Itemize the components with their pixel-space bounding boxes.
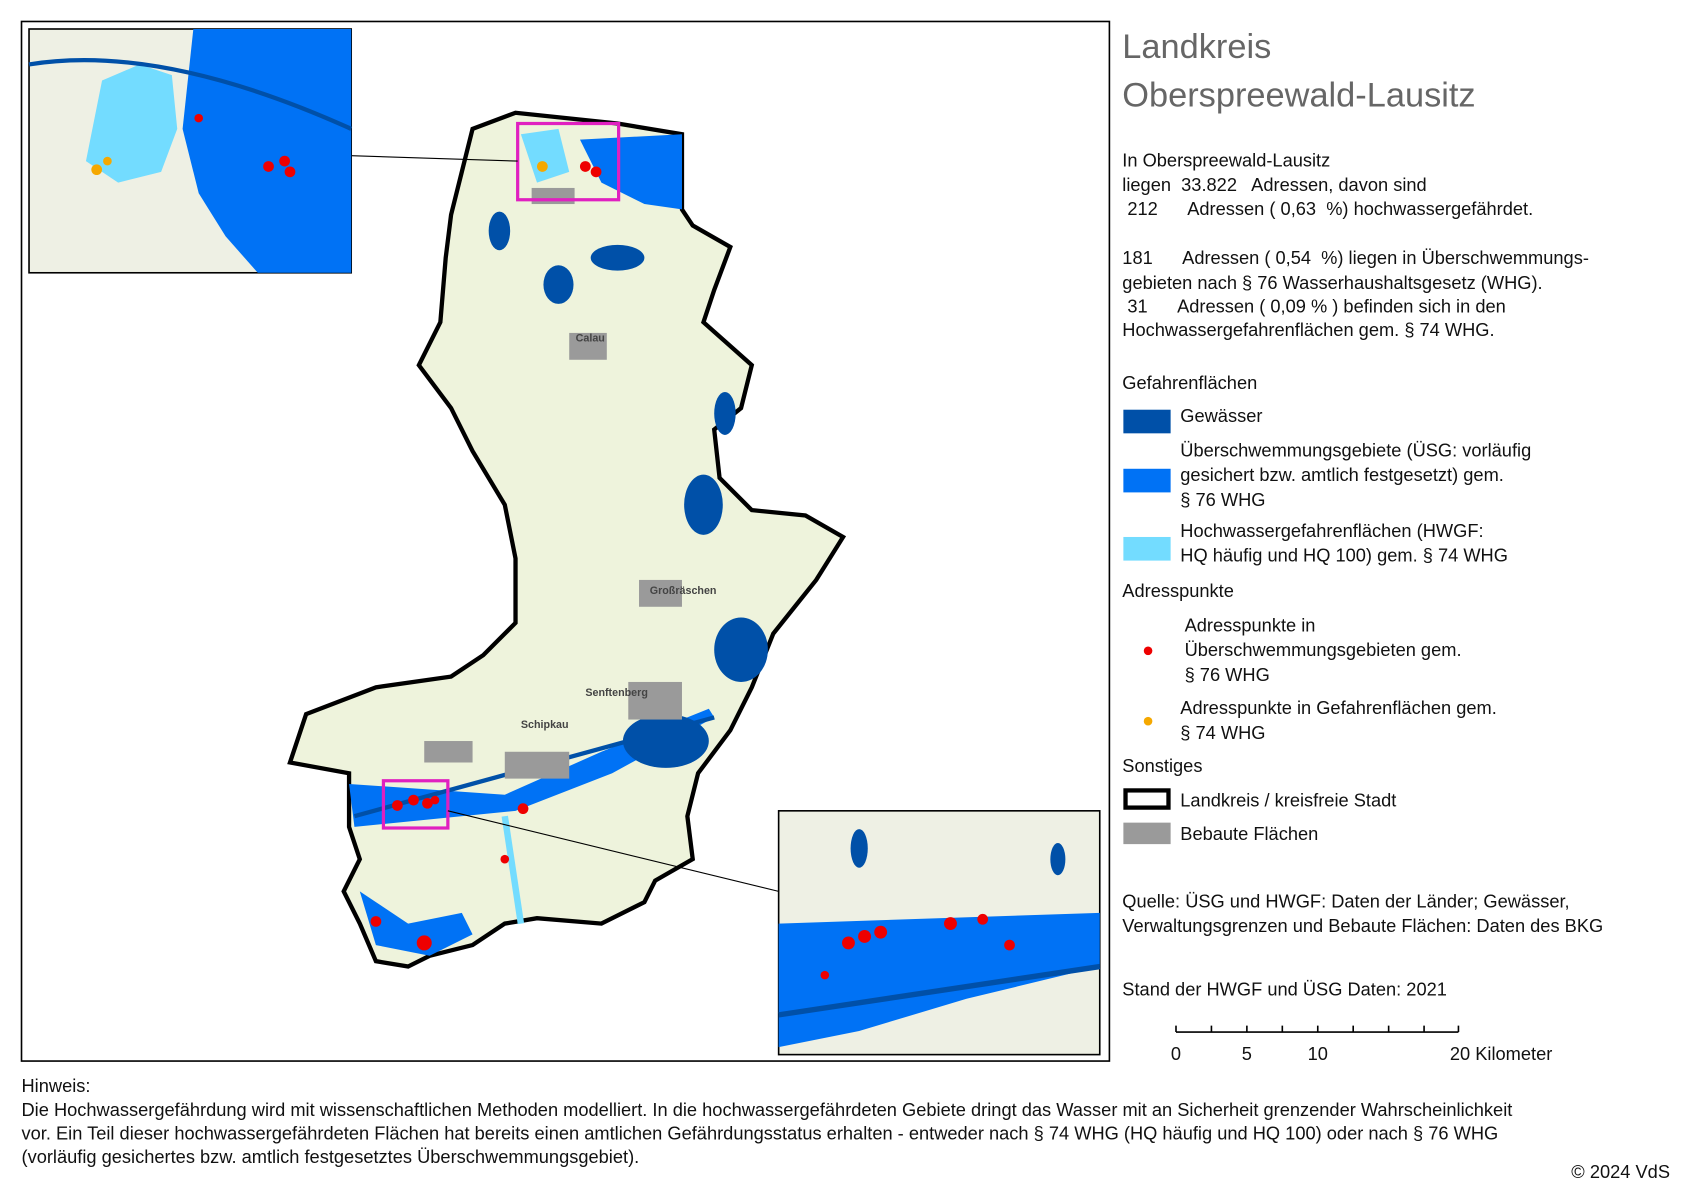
note-line: (vorläufig gesichertes bzw. amtlich fest…: [22, 1146, 640, 1167]
copyright: © 2024 VdS: [1571, 1161, 1670, 1182]
legend-label: gesichert bzw. amtlich festgesetzt) gem.: [1180, 464, 1504, 485]
inset-south: [777, 810, 1101, 1056]
lake: [622, 714, 709, 768]
flood-area: [349, 708, 715, 827]
legend-label: Überschwemmungsgebiete (ÜSG: vorläufig: [1180, 439, 1531, 460]
summary-line: In Oberspreewald-Lausitz: [1122, 149, 1330, 170]
legend-label: Adresspunkte in Gefahrenflächen gem.: [1180, 697, 1497, 718]
lake: [684, 474, 723, 535]
lake: [543, 265, 574, 304]
place-label: Senftenberg: [585, 687, 648, 699]
summary-line: gebieten nach § 76 Wasserhaushaltsgesetz…: [1122, 272, 1542, 293]
legend-heading: Sonstiges: [1122, 755, 1202, 776]
built-area: [639, 579, 682, 607]
summary: In Oberspreewald-Lausitz liegen 33.822 Ad…: [1122, 149, 1589, 340]
scale-label: 0: [1171, 1043, 1181, 1064]
note-heading: Hinweis:: [22, 1075, 91, 1096]
lake: [714, 391, 736, 435]
inset-north: [28, 28, 353, 274]
scale-bar: 0 5 10 20 Kilometer: [1171, 1025, 1552, 1064]
legend-label: § 74 WHG: [1180, 722, 1265, 743]
flood-area: [359, 891, 473, 956]
place-label: Großräschen: [650, 585, 717, 597]
address-point: [537, 161, 548, 172]
inset-connector: [447, 810, 779, 892]
legend-label: HQ häufig und HQ 100) gem. § 74 WHG: [1180, 545, 1508, 566]
legend-swatch: [1123, 468, 1171, 493]
legend-heading: Adresspunkte: [1122, 580, 1234, 601]
source: Quelle: ÜSG und HWGF: Daten der Länder; …: [1122, 890, 1603, 936]
legend-label: Überschwemmungsgebieten gem.: [1185, 639, 1462, 660]
stand: Stand der HWGF und ÜSG Daten: 2021: [1122, 979, 1447, 1000]
place-label: Calau: [576, 333, 605, 345]
note-line: vor. Ein Teil dieser hochwassergefährdet…: [22, 1122, 1499, 1143]
scale-label: 5: [1242, 1043, 1252, 1064]
lake: [488, 211, 511, 251]
built-area: [628, 681, 682, 720]
source-line: Quelle: ÜSG und HWGF: Daten der Länder; …: [1122, 890, 1569, 911]
legend-swatch: [1123, 409, 1171, 434]
inset-marker: [516, 121, 621, 202]
legend-label: Adresspunkte in: [1185, 614, 1316, 635]
legend-swatch: [1123, 822, 1171, 845]
scale-label: 20 Kilometer: [1450, 1043, 1552, 1064]
legend-point: [1143, 716, 1153, 726]
legend-point: [1143, 646, 1153, 656]
inset-connector: [351, 155, 518, 162]
source-line: Verwaltungsgrenzen und Bebaute Flächen: …: [1122, 915, 1603, 936]
built-area: [504, 751, 570, 779]
lake: [714, 617, 768, 682]
legend-heading: Gefahrenflächen: [1122, 372, 1257, 393]
district-map: Calau Großräschen Senftenberg Schipkau: [287, 110, 847, 969]
legend-swatch: [1123, 788, 1171, 810]
summary-line: 181 Adressen ( 0,54 %) liegen in Übersch…: [1122, 247, 1589, 268]
legend-label: § 76 WHG: [1185, 664, 1270, 685]
legend-swatch: [1123, 536, 1171, 561]
legend: Gefahrenflächen Gewässer Überschwemmungsge…: [1122, 372, 1531, 845]
built-area: [424, 741, 473, 763]
title: Landkreis: [1122, 28, 1271, 66]
lake: [590, 244, 645, 271]
place-label: Schipkau: [521, 719, 569, 731]
built-area: [531, 187, 575, 205]
legend-label: Hochwassergefahrenflächen (HWGF:: [1180, 520, 1483, 541]
legend-label: § 76 WHG: [1180, 489, 1265, 510]
title: Oberspreewald-Lausitz: [1122, 76, 1475, 114]
river: [501, 815, 525, 925]
inset-marker: [381, 779, 450, 830]
note: Hinweis: Die Hochwassergefährdung wird mi…: [22, 1075, 1513, 1167]
summary-line: 212 Adressen ( 0,63 %) hochwassergefährd…: [1122, 198, 1533, 219]
flood-area: [579, 134, 682, 210]
hazard-area: [520, 128, 570, 183]
summary-line: 31 Adressen ( 0,09 % ) befinden sich in …: [1122, 296, 1505, 317]
summary-line: Hochwassergefahrenflächen gem. § 74 WHG.: [1122, 319, 1494, 340]
scale-label: 10: [1308, 1043, 1328, 1064]
legend-label: Bebaute Flächen: [1180, 823, 1318, 844]
note-line: Die Hochwassergefährdung wird mit wissen…: [22, 1099, 1513, 1120]
summary-line: liegen 33.822 Adressen, davon sind: [1122, 174, 1426, 195]
built-area: [569, 332, 607, 360]
legend-label: Landkreis / kreisfreie Stadt: [1180, 790, 1396, 811]
address-points: [370, 161, 602, 951]
legend-label: Gewässer: [1180, 405, 1262, 426]
